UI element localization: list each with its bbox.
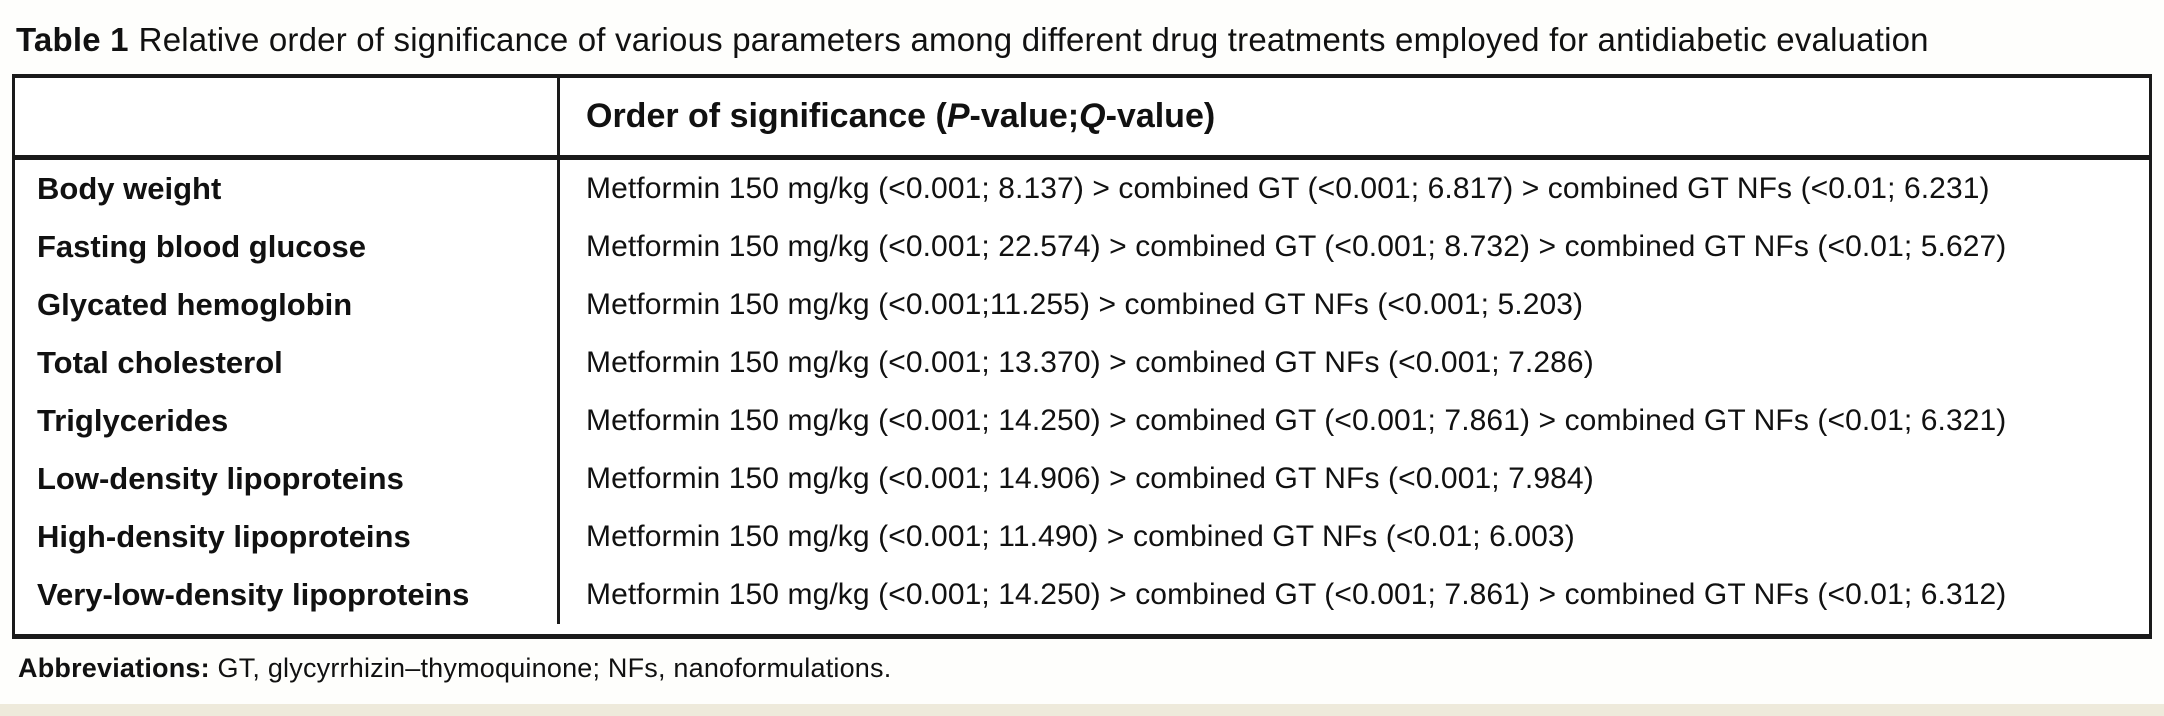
order-value: Metformin 150 mg/kg (<0.001; 14.250) > c… xyxy=(586,403,2007,437)
table-row: Low-density lipoproteins Metformin 150 m… xyxy=(15,449,2149,508)
table-row: Glycated hemoglobin Metformin 150 mg/kg … xyxy=(15,275,2149,334)
header-text-mid: -value; xyxy=(969,96,1080,135)
parameter-label: Body weight xyxy=(37,170,222,206)
table-row: Very-low-density lipoproteins Metformin … xyxy=(15,565,2149,624)
abbreviations-footnote: Abbreviations: GT, glycyrrhizin–thymoqui… xyxy=(12,639,2152,684)
abbreviations-text: GT, glycyrrhizin–thymoquinone; NFs, nano… xyxy=(209,652,892,683)
header-cell-parameter xyxy=(15,77,560,155)
parameter-label: High-density lipoproteins xyxy=(37,518,411,554)
order-value: Metformin 150 mg/kg (<0.001;11.255) > co… xyxy=(586,287,1584,321)
order-value: Metformin 150 mg/kg (<0.001; 11.490) > c… xyxy=(586,519,1575,553)
header-text-prefix: Order of significance ( xyxy=(586,96,947,135)
table-caption: Table 1 Relative order of significance of… xyxy=(12,8,2152,74)
header-p-italic: P xyxy=(946,96,970,135)
parameter-label: Glycated hemoglobin xyxy=(37,286,353,322)
parameter-label: Total cholesterol xyxy=(37,344,283,380)
parameter-label: Very-low-density lipoproteins xyxy=(37,576,470,612)
header-text-suffix: -value) xyxy=(1105,96,1216,135)
order-value: Metformin 150 mg/kg (<0.001; 8.137) > co… xyxy=(586,171,1990,205)
abbreviations-label: Abbreviations: xyxy=(18,652,210,683)
parameter-label: Low-density lipoproteins xyxy=(37,460,404,496)
header-q-italic: Q xyxy=(1079,96,1106,135)
order-value: Metformin 150 mg/kg (<0.001; 14.250) > c… xyxy=(586,577,2007,611)
significance-table: Order of significance (P -value; Q -value)… xyxy=(12,73,2152,639)
table-row: Body weight Metformin 150 mg/kg (<0.001;… xyxy=(15,159,2149,218)
table-row: Total cholesterol Metformin 150 mg/kg (<… xyxy=(15,333,2149,392)
order-value: Metformin 150 mg/kg (<0.001; 22.574) > c… xyxy=(586,229,2007,263)
order-value: Metformin 150 mg/kg (<0.001; 13.370) > c… xyxy=(586,345,1594,379)
table-row: Fasting blood glucose Metformin 150 mg/k… xyxy=(15,217,2149,276)
table-row: Triglycerides Metformin 150 mg/kg (<0.00… xyxy=(15,391,2149,450)
table-caption-text: Relative order of significance of variou… xyxy=(138,21,1929,58)
scan-edge-tint xyxy=(0,704,2164,716)
table-number-label: Table 1 xyxy=(16,21,129,58)
table-row: High-density lipoproteins Metformin 150 … xyxy=(15,507,2149,566)
parameter-label: Triglycerides xyxy=(37,402,229,438)
parameter-label: Fasting blood glucose xyxy=(37,228,366,264)
table-header-row: Order of significance (P -value; Q -value) xyxy=(15,77,2149,160)
header-cell-order-of-significance: Order of significance (P -value; Q -value) xyxy=(560,78,2149,155)
order-value: Metformin 150 mg/kg (<0.001; 14.906) > c… xyxy=(586,461,1594,495)
